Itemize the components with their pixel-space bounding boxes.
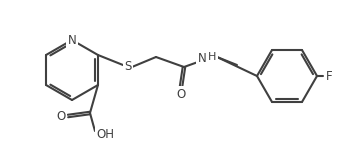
Text: O: O	[56, 109, 66, 123]
Text: OH: OH	[96, 128, 114, 140]
Text: H: H	[208, 52, 216, 62]
Text: N: N	[197, 52, 206, 66]
Text: F: F	[326, 69, 332, 83]
Text: S: S	[124, 60, 132, 74]
Text: O: O	[177, 88, 186, 100]
Text: N: N	[68, 33, 77, 47]
